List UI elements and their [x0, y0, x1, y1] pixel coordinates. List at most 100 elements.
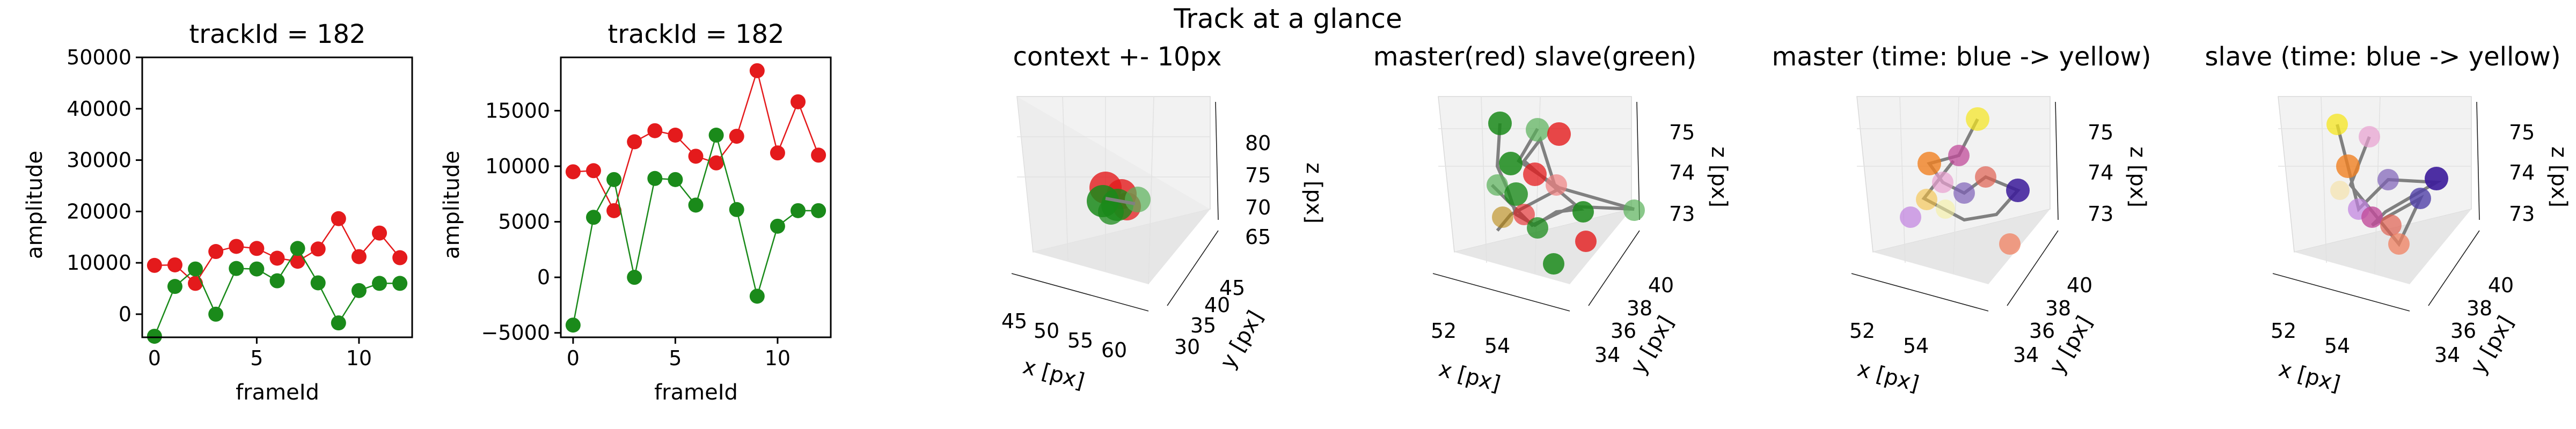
chart-5-xlabel: x [px]: [1855, 357, 1922, 397]
chart-1-series-1-point: [208, 244, 224, 260]
chart-4-xtick: 52: [1431, 319, 1457, 343]
chart-4-point: [1492, 206, 1513, 228]
chart-1-series-1-point: [351, 249, 367, 264]
chart-3-point-cluster: [1087, 172, 1151, 225]
chart-1-ticks: 0 5 10 0 10000 20000 30000 40000 50000: [67, 46, 372, 370]
chart-1-ylabel: amplitude: [23, 151, 47, 259]
chart-3-ztick: 70: [1245, 196, 1271, 219]
chart-1-xtick-label: 0: [148, 346, 161, 370]
chart-panel-1: trackId = 182 frameId amplitude 0 5 10 0 100…: [23, 19, 413, 405]
chart-4-point: [1487, 174, 1508, 196]
chart-2-series-1-point: [647, 123, 663, 138]
chart-6-point: [2361, 206, 2383, 228]
chart-4-ztick: 73: [1669, 202, 1695, 226]
chart-6-zlabel: z [px]: [2546, 146, 2571, 208]
chart-4-point: [1623, 199, 1645, 221]
chart-6-xtick: 54: [2324, 334, 2350, 358]
chart-4-point: [1526, 118, 1549, 142]
chart-2-series-2-point: [606, 172, 622, 187]
chart-2-series-1-point: [668, 128, 683, 143]
chart-1-series-2-point: [167, 279, 182, 294]
chart-2-series-2-point: [627, 270, 642, 285]
chart-4-point: [1523, 162, 1547, 186]
chart-5-point: [1900, 206, 1921, 228]
chart-panel-4: master(red) slave(green) 52 54 34 36 38 …: [1373, 42, 1731, 397]
chart-1-series-2-point: [147, 329, 162, 344]
chart-2-series-1-point: [627, 134, 642, 150]
chart-4-point: [1488, 112, 1512, 135]
chart-5-axes-box: [1851, 96, 2059, 312]
chart-2-ytick-label: 5000: [498, 210, 550, 234]
chart-2-frame: [560, 56, 832, 338]
chart-1-ytick-label: 50000: [67, 46, 131, 69]
chart-2-series-2-point: [708, 128, 724, 143]
chart-6-point: [2336, 154, 2360, 178]
chart-3-point: [1098, 199, 1124, 225]
chart-1-series-2-point: [331, 315, 346, 331]
chart-6-ztick: 74: [2509, 161, 2535, 184]
chart-3-ytick: 35: [1190, 314, 1216, 337]
chart-1-series-2-point: [310, 275, 326, 291]
chart-4-ytick: 40: [1648, 273, 1674, 297]
chart-1-series-2-point: [372, 276, 387, 291]
chart-1-series-1-point: [331, 211, 346, 226]
chart-5-point: [1999, 233, 2021, 255]
chart-2-xlabel: frameId: [654, 380, 738, 405]
chart-2-series-1-point: [749, 63, 765, 78]
chart-6-point: [2330, 181, 2350, 200]
chart-6-point: [2380, 214, 2402, 236]
chart-4-point: [1513, 204, 1535, 225]
chart-2-xtick-label: 0: [567, 346, 580, 370]
chart-3-track-segment: [1105, 197, 1136, 205]
chart-1-ytick-label: 20000: [67, 199, 131, 223]
chart-1-ytick-label: 10000: [67, 251, 131, 275]
chart-1-series-1-point: [188, 276, 203, 291]
chart-1-series-1-point: [269, 250, 285, 266]
chart-5-point: [1975, 166, 1996, 188]
chart-5-track: [1900, 107, 2030, 255]
chart-5-point: [1953, 182, 1975, 204]
chart-1-series-1-point: [372, 225, 387, 241]
chart-1-series-1-point: [392, 250, 408, 265]
chart-2-series-2-point: [688, 197, 704, 213]
chart-5-ztick: 73: [2088, 202, 2113, 226]
chart-1-xtick-label: 10: [346, 346, 372, 370]
chart-4-track: [1487, 112, 1645, 275]
chart-6-point: [2326, 114, 2348, 135]
chart-1-series-2-point: [249, 261, 265, 277]
chart-2-series-2-point: [749, 289, 765, 304]
chart-1-series-2-point: [392, 276, 408, 291]
chart-2-xtick-label: 5: [669, 346, 682, 370]
chart-4-point: [1575, 231, 1597, 252]
chart-1-series-1-point: [310, 241, 326, 257]
chart-4-xlabel: x [px]: [1436, 357, 1503, 397]
chart-6-point: [2425, 167, 2448, 190]
chart-2-series-2-point: [668, 172, 683, 187]
chart-2-series-2-point: [770, 218, 785, 234]
chart-3-point: [1125, 187, 1151, 212]
chart-5-ytick: 36: [2029, 319, 2055, 343]
chart-1-title: trackId = 182: [189, 19, 365, 49]
chart-6-axes-box: [2272, 96, 2480, 312]
chart-4-ytick: 36: [1611, 319, 1636, 343]
chart-5-ytick: 38: [2045, 297, 2071, 320]
chart-3-xlabel: x [px]: [1020, 354, 1087, 394]
chart-4-zlabel: z [px]: [1707, 146, 1731, 208]
chart-3-ztick: 75: [1245, 164, 1271, 187]
chart-2-series-1-point: [688, 149, 704, 164]
chart-5-xtick: 52: [1849, 319, 1875, 343]
chart-2-series-2-point: [565, 317, 581, 333]
chart-1-series-2-point: [269, 273, 285, 289]
chart-4-point: [1572, 201, 1594, 223]
chart-5-point: [1936, 199, 1955, 219]
chart-1-series-1-point: [249, 241, 265, 256]
chart-panel-6: slave (time: blue -> yellow) 52 54 34 36…: [2205, 42, 2571, 397]
chart-4-ztick: 74: [1669, 161, 1695, 184]
chart-4-xtick: 54: [1484, 334, 1510, 358]
chart-5-xtick: 54: [1903, 334, 1929, 358]
chart-5-point: [1932, 172, 1953, 193]
chart-3-xtick: 60: [1101, 338, 1127, 362]
chart-3-xtick: 50: [1034, 319, 1059, 343]
chart-1-series-1-point: [147, 257, 162, 273]
chart-2-plot-area: [565, 63, 826, 333]
